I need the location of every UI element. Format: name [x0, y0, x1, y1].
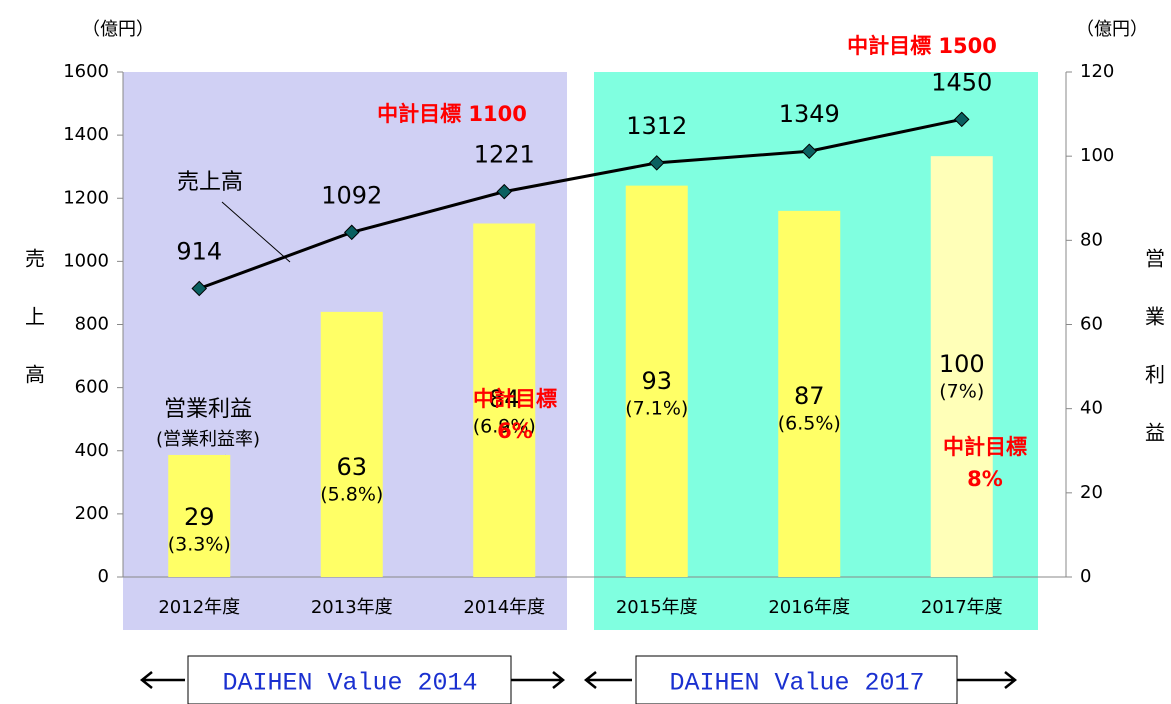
bar-margin-label: (6.9%) — [473, 416, 536, 438]
y-tick-label: 800 — [75, 314, 109, 335]
y-tick-label: 0 — [98, 566, 109, 587]
line-value-label: 1450 — [931, 68, 992, 96]
annotation: 中計目標 1100 — [377, 102, 527, 126]
y2-tick-label: 20 — [1080, 482, 1103, 503]
line-marker — [801, 143, 818, 160]
x-tick-label: 2013年度 — [311, 597, 393, 618]
bar — [473, 223, 536, 577]
periods: DAIHEN Value 2014 DAIHEN Value 2017 — [139, 655, 1018, 704]
y-tick-label: 1600 — [63, 61, 109, 82]
bar-margin-label: (7%) — [939, 381, 984, 403]
bar-value-label: 93 — [641, 367, 672, 395]
line-value-label: 1349 — [779, 100, 840, 128]
bar-margin-label: (6.5%) — [778, 413, 841, 435]
unit-left: （億円） — [82, 19, 154, 40]
y-tick-label: 200 — [75, 503, 109, 524]
annotation: 中計目標 — [943, 435, 1027, 459]
line-marker — [953, 111, 970, 128]
bar — [320, 311, 383, 577]
bar-margin-label: (5.8%) — [320, 484, 383, 506]
y-axis-label: 売上高 — [22, 248, 46, 422]
callout-line — [221, 201, 291, 263]
line-callout-label: 売上高 — [177, 170, 243, 195]
unit-right: （億円） — [1076, 19, 1148, 40]
x-tick-label: 2014年度 — [463, 597, 545, 618]
y2-tick-label: 0 — [1080, 566, 1091, 587]
y-tick-label: 1200 — [63, 187, 109, 208]
annotation: 6% — [497, 419, 533, 443]
y2-tick-label: 40 — [1080, 398, 1103, 419]
line-value-label: 1092 — [321, 181, 382, 209]
period-label: DAIHEN Value 2014 — [222, 669, 477, 698]
line-value-label: 914 — [176, 238, 222, 266]
x-tick-label: 2012年度 — [158, 597, 240, 618]
bar-margin-label: (3.3%) — [168, 534, 231, 556]
y-tick-label: 1400 — [63, 124, 109, 145]
x-tick-label: 2016年度 — [768, 597, 850, 618]
y-tick-label: 400 — [75, 440, 109, 461]
line-marker — [191, 280, 208, 297]
y-tick-label: 600 — [75, 377, 109, 398]
bar-value-label: 63 — [336, 453, 367, 481]
bar — [930, 156, 993, 577]
bar — [778, 210, 841, 577]
line-value-label: 1221 — [474, 141, 535, 169]
arrows — [139, 671, 1018, 689]
x-tick-label: 2017年度 — [921, 597, 1003, 618]
annotation: 中計目標 — [473, 387, 557, 411]
bar-value-label: 84 — [489, 385, 520, 413]
line-value-label: 1312 — [626, 112, 687, 140]
bar-value-label: 87 — [794, 382, 825, 410]
x-tick-label: 2015年度 — [616, 597, 698, 618]
y2-tick-label: 60 — [1080, 314, 1103, 335]
line-marker — [343, 224, 360, 241]
y2-axis-label: 営業利益 — [1142, 248, 1166, 480]
bar — [625, 185, 688, 577]
period-box — [187, 655, 512, 704]
line-marker — [496, 183, 513, 200]
bar-value-label: 29 — [184, 503, 215, 531]
annotation: 中計目標 1500 — [847, 34, 997, 58]
bar-callout-label: 営業利益 — [164, 397, 252, 422]
line — [198, 117, 963, 290]
y-tick-label: 1000 — [63, 250, 109, 271]
period-box — [635, 655, 958, 704]
line-marker — [648, 155, 665, 171]
period-label: DAIHEN Value 2017 — [669, 669, 924, 698]
y2-tick-label: 120 — [1080, 61, 1114, 82]
bar-value-label: 100 — [939, 350, 985, 378]
bar — [168, 454, 231, 577]
annotation: 8% — [967, 467, 1003, 491]
y2-tick-label: 80 — [1080, 229, 1103, 250]
bar-callout-sub: (営業利益率) — [156, 429, 260, 450]
bar-margin-label: (7.1%) — [625, 398, 688, 420]
y2-tick-label: 100 — [1080, 145, 1114, 166]
